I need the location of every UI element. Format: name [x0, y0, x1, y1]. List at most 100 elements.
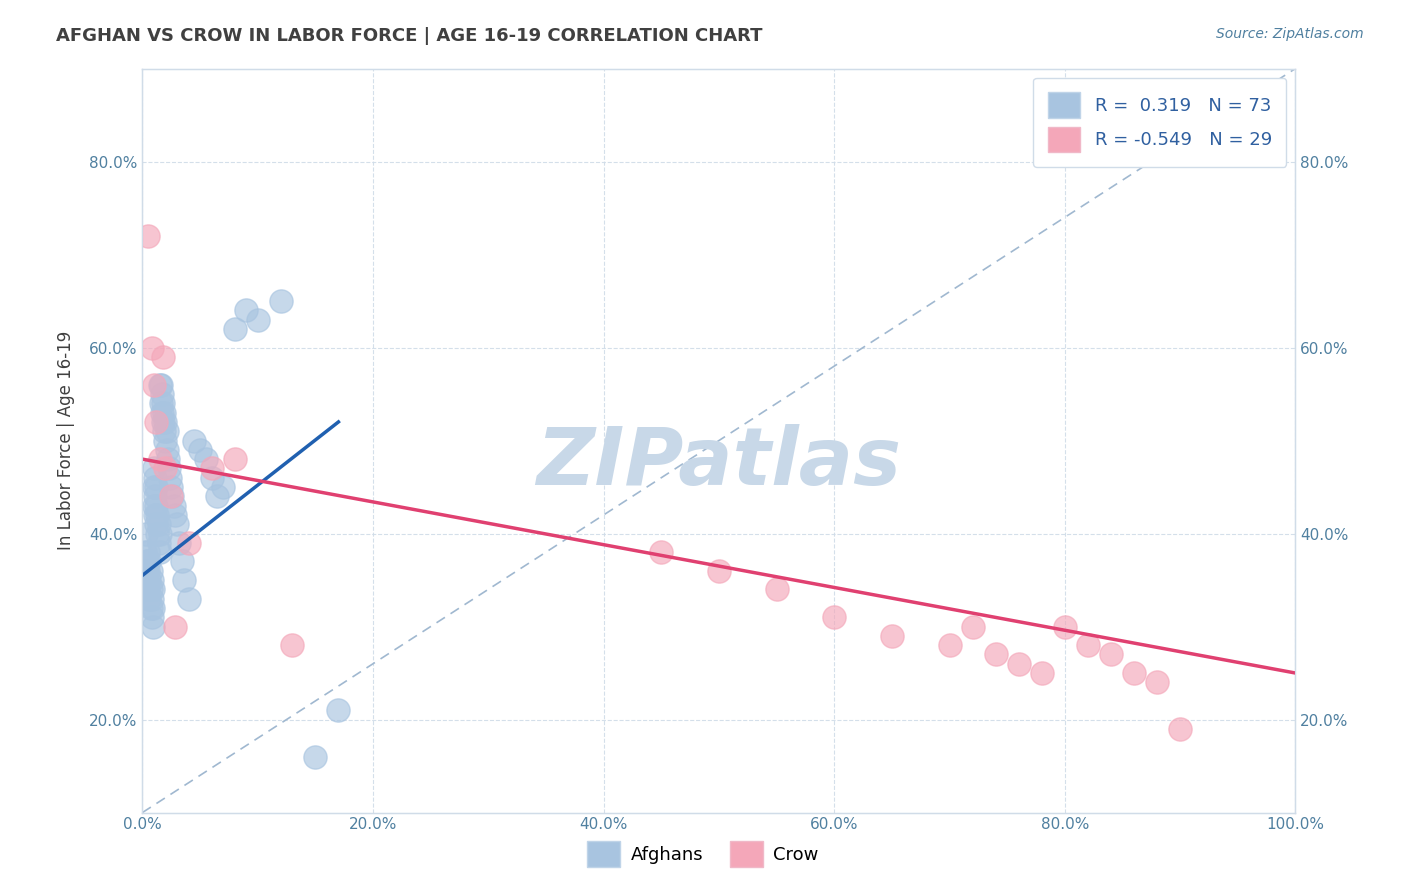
Point: [139, 564, 162, 578]
Point: [984, 648, 1007, 662]
Point: [136, 554, 159, 568]
Point: [270, 293, 292, 308]
Point: [149, 452, 172, 467]
Point: [162, 499, 184, 513]
Point: [765, 582, 787, 597]
Point: [170, 554, 193, 568]
Point: [1077, 638, 1099, 652]
Point: [155, 461, 177, 475]
Point: [207, 489, 229, 503]
Point: [188, 442, 211, 457]
Point: [148, 517, 170, 532]
Point: [143, 489, 166, 503]
Point: [212, 480, 235, 494]
Point: [143, 499, 166, 513]
Point: [146, 526, 169, 541]
Point: [707, 564, 730, 578]
Point: [155, 434, 177, 448]
Point: [143, 461, 166, 475]
Text: Source: ZipAtlas.com: Source: ZipAtlas.com: [1216, 27, 1364, 41]
Point: [153, 406, 176, 420]
Point: [1053, 619, 1076, 633]
Point: [823, 610, 845, 624]
Point: [201, 461, 224, 475]
Point: [962, 619, 984, 633]
Legend: R =  0.319   N = 73, R = -0.549   N = 29: R = 0.319 N = 73, R = -0.549 N = 29: [1033, 78, 1286, 167]
Point: [938, 638, 960, 652]
Point: [163, 508, 186, 522]
Point: [156, 442, 179, 457]
Point: [142, 582, 165, 597]
Point: [149, 526, 172, 541]
Point: [1031, 666, 1053, 681]
Point: [650, 545, 672, 559]
Point: [156, 424, 179, 438]
Point: [141, 591, 163, 606]
Point: [143, 508, 166, 522]
Point: [155, 415, 177, 429]
Point: [145, 480, 167, 494]
Point: [281, 638, 304, 652]
Point: [139, 601, 162, 615]
Point: [163, 619, 186, 633]
Point: [1008, 657, 1031, 671]
Point: [149, 545, 172, 559]
Point: [138, 591, 160, 606]
Point: [146, 508, 169, 522]
Point: [162, 489, 184, 503]
Point: [136, 545, 159, 559]
Point: [134, 545, 156, 559]
Point: [1099, 648, 1122, 662]
Point: [145, 499, 167, 513]
Point: [139, 582, 162, 597]
Point: [304, 749, 326, 764]
Text: AFGHAN VS CROW IN LABOR FORCE | AGE 16-19 CORRELATION CHART: AFGHAN VS CROW IN LABOR FORCE | AGE 16-1…: [56, 27, 762, 45]
Point: [152, 350, 174, 364]
Point: [1123, 666, 1146, 681]
Point: [141, 573, 163, 587]
Point: [173, 573, 195, 587]
Point: [194, 452, 217, 467]
Point: [136, 228, 159, 243]
Point: [153, 424, 176, 438]
Point: [159, 471, 181, 485]
Point: [145, 415, 167, 429]
Y-axis label: In Labor Force | Age 16-19: In Labor Force | Age 16-19: [58, 331, 75, 550]
Point: [156, 452, 179, 467]
Point: [1168, 136, 1191, 150]
Point: [224, 452, 246, 467]
Point: [160, 489, 183, 503]
Point: [246, 312, 269, 326]
Point: [880, 629, 903, 643]
Point: [1168, 722, 1191, 736]
Point: [143, 480, 166, 494]
Point: [143, 377, 166, 392]
Point: [136, 573, 159, 587]
Text: ZIPatlas: ZIPatlas: [537, 424, 901, 502]
Point: [136, 582, 159, 597]
Point: [141, 610, 163, 624]
Point: [149, 377, 172, 392]
Point: [150, 406, 173, 420]
Point: [152, 396, 174, 410]
Point: [138, 573, 160, 587]
Point: [141, 341, 163, 355]
Legend: Afghans, Crow: Afghans, Crow: [579, 834, 827, 874]
Point: [135, 564, 157, 578]
Point: [138, 554, 160, 568]
Point: [235, 303, 257, 318]
Point: [142, 619, 165, 633]
Point: [157, 461, 180, 475]
Point: [224, 322, 246, 336]
Point: [328, 703, 350, 717]
Point: [149, 377, 172, 392]
Point: [177, 591, 200, 606]
Point: [166, 517, 188, 532]
Point: [135, 526, 157, 541]
Point: [169, 536, 191, 550]
Point: [148, 536, 170, 550]
Point: [145, 517, 167, 532]
Point: [177, 536, 200, 550]
Point: [152, 415, 174, 429]
Point: [143, 471, 166, 485]
